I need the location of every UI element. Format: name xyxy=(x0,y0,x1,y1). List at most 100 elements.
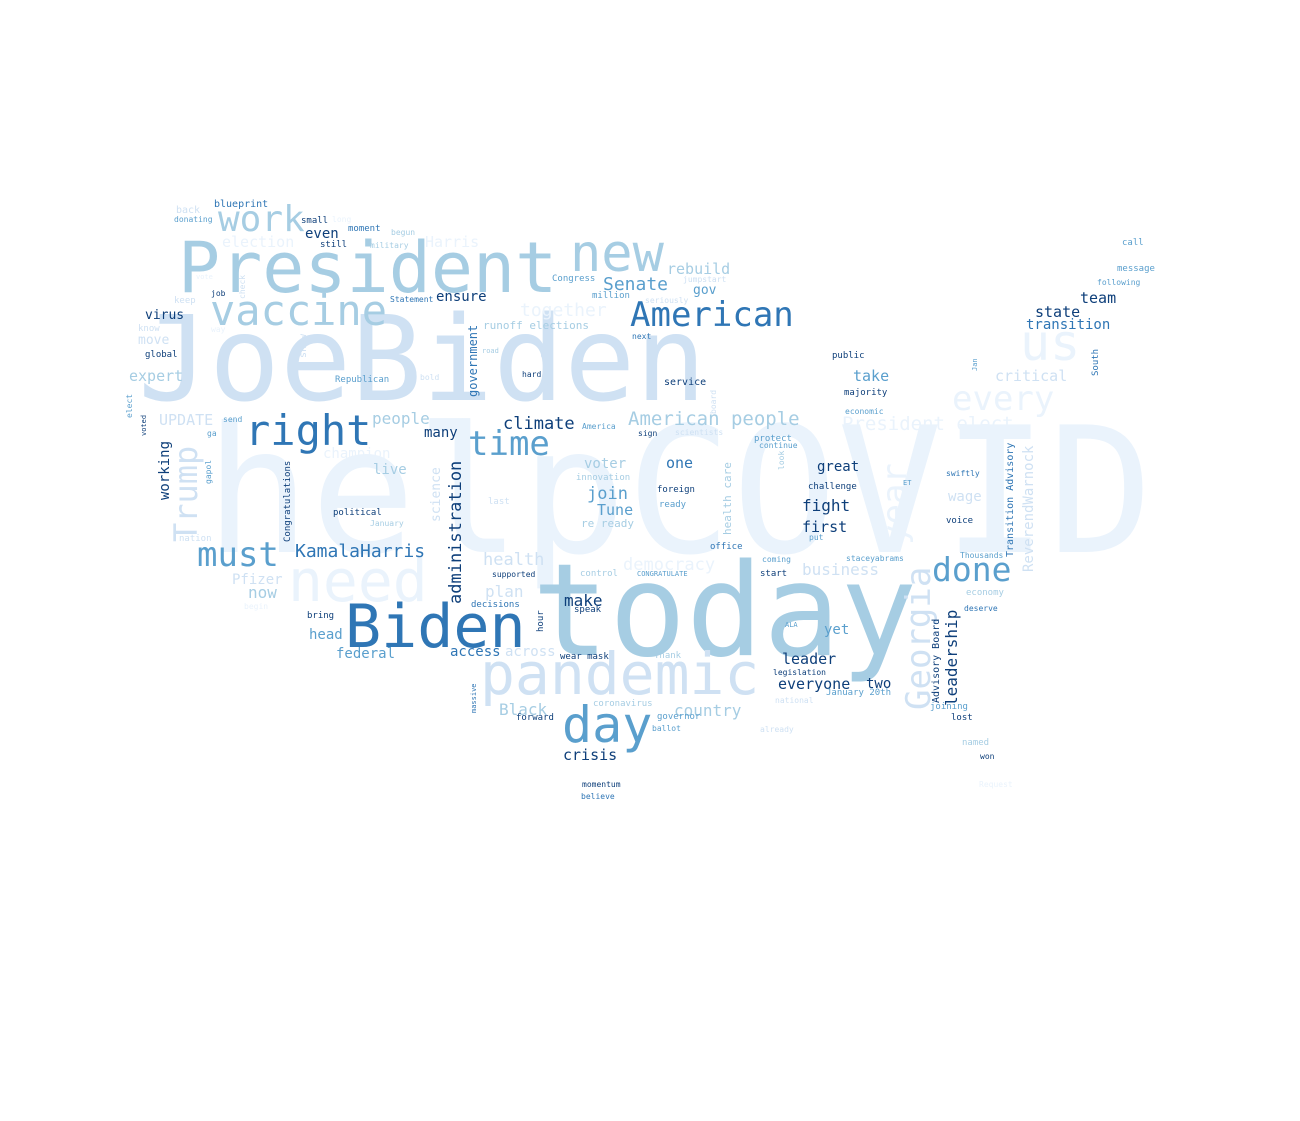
word-crisis: crisis xyxy=(563,746,618,764)
word-leadership: leadership xyxy=(942,609,961,706)
word-national: national xyxy=(775,696,814,705)
word-team: team xyxy=(1080,289,1117,307)
word-us: us xyxy=(1020,314,1081,372)
word-president-elect: President elect xyxy=(842,413,1014,435)
word-jan: Jan xyxy=(971,358,979,371)
word-statement: Statement xyxy=(390,295,434,304)
word-make: make xyxy=(564,591,603,610)
word-won: won xyxy=(980,752,995,761)
word-forward: forward xyxy=(516,713,554,723)
word-many: many xyxy=(424,425,458,441)
word-administration: administration xyxy=(446,460,466,604)
word-every: every xyxy=(952,379,1055,419)
word-re-ready: re ready xyxy=(581,517,634,530)
word-vote: vote xyxy=(196,273,213,281)
word-swiftly: swiftly xyxy=(946,469,980,478)
word-check: check xyxy=(238,274,247,299)
word-request: Request xyxy=(979,780,1013,789)
word-republican: Republican xyxy=(335,375,390,385)
word-decisions: decisions xyxy=(471,600,520,610)
word-voter: voter xyxy=(584,456,627,472)
word-governor: governor xyxy=(657,712,701,722)
word-foreign: foreign xyxy=(657,485,695,495)
word-seriously: seriously xyxy=(645,296,689,305)
word-congratulate: CONGRATULATE xyxy=(637,570,688,578)
word-speak: speak xyxy=(574,605,602,615)
word-already: already xyxy=(760,725,794,734)
word-biden: Biden xyxy=(345,592,526,662)
word-look: look xyxy=(777,450,786,470)
word-know: know xyxy=(138,324,160,334)
word-health-care: health care xyxy=(721,462,734,535)
word-put: put xyxy=(809,533,824,542)
word-time: time xyxy=(468,424,550,464)
word-runoff-elections: runoff elections xyxy=(483,319,589,332)
word-america: America xyxy=(582,422,616,431)
word-ensure: ensure xyxy=(436,289,487,305)
word-protect: protect xyxy=(754,434,792,444)
word-named: named xyxy=(962,738,990,748)
word-donating: donating xyxy=(174,215,213,224)
word-day: day xyxy=(562,696,653,754)
word-south: South xyxy=(1091,348,1101,376)
word-deserve: deserve xyxy=(964,604,998,613)
word-american-people: American people xyxy=(628,408,800,430)
word-million: million xyxy=(592,291,630,301)
word-state: state xyxy=(1035,303,1081,321)
word-need: need xyxy=(288,547,428,615)
word-climate: climate xyxy=(503,414,575,434)
word-nation: nation xyxy=(179,534,212,544)
word-office: office xyxy=(710,542,743,552)
word-trump: Trump xyxy=(167,445,205,542)
word-two: two xyxy=(866,676,892,692)
word-first: first xyxy=(802,518,848,536)
word-rebuild: rebuild xyxy=(667,260,731,278)
word-new: new xyxy=(570,224,664,284)
word-months: months xyxy=(442,417,471,426)
word-pandemic: pandemic xyxy=(480,640,760,708)
word-massive: massive xyxy=(470,683,478,713)
word-service: service xyxy=(664,377,707,388)
word-take: take xyxy=(853,367,890,385)
word-message: message xyxy=(1117,264,1155,274)
word-control: control xyxy=(580,569,618,579)
word-ossoff: ossoff xyxy=(540,344,556,395)
word-board: board xyxy=(709,389,718,414)
word-senate: Senate xyxy=(603,274,669,295)
word-year: year xyxy=(875,463,915,545)
word-now: now xyxy=(248,583,277,602)
word-economic: economic xyxy=(845,407,884,416)
word-expert: expert xyxy=(129,367,184,385)
word-hour: hour xyxy=(536,610,546,632)
word-joining: joining xyxy=(930,702,968,712)
word-great: great xyxy=(817,459,860,475)
word-next: next xyxy=(632,332,652,341)
word-road: road xyxy=(482,347,499,355)
word-still: still xyxy=(320,240,348,250)
word-hard: hard xyxy=(522,370,542,379)
word-scientists: scientists xyxy=(675,428,724,437)
word-plan: plan xyxy=(485,582,524,601)
word-start: start xyxy=(760,569,788,579)
word-january-20th: January 20th xyxy=(826,688,892,698)
word-join: join xyxy=(587,484,628,504)
word-federal: federal xyxy=(336,646,396,662)
word-jumpstart: jumpstart xyxy=(683,275,727,284)
word-head: head xyxy=(309,627,343,643)
word-small: small xyxy=(301,216,329,226)
word-call: call xyxy=(1122,238,1144,248)
word-people: people xyxy=(372,409,430,428)
word-staceyabrams: staceyabrams xyxy=(846,554,904,563)
word-election: election xyxy=(222,233,295,251)
word-bring: bring xyxy=(307,611,335,621)
word-update: UPDATE xyxy=(159,411,214,429)
word-economy: economy xyxy=(966,588,1004,598)
word-kamalaharris: KamalaHarris xyxy=(295,541,426,562)
word-following: following xyxy=(1097,278,1141,287)
word-american: American xyxy=(630,295,794,335)
word-government: government xyxy=(466,324,480,397)
word-wear-mask: wear mask xyxy=(560,652,609,662)
word-democracy: democracy xyxy=(623,555,716,575)
word-thousands: Thousands xyxy=(960,551,1004,560)
